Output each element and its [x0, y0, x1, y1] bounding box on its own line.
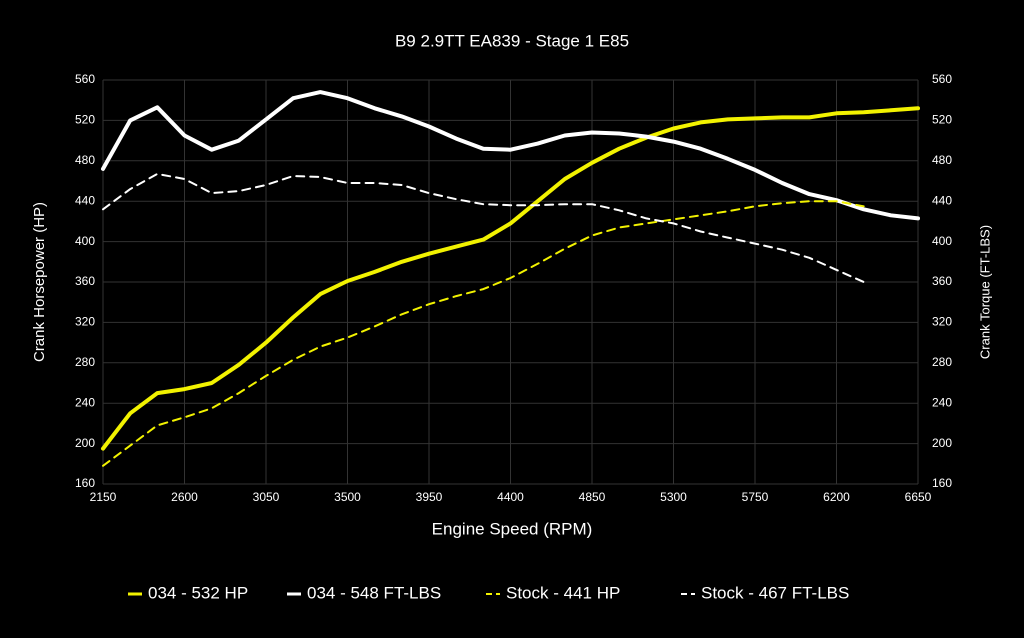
- x-tick-label: 6200: [823, 490, 850, 504]
- y2-tick-label: 200: [932, 436, 952, 450]
- chart-title: B9 2.9TT EA839 - Stage 1 E85: [395, 31, 629, 50]
- legend-label: Stock - 467 FT-LBS: [701, 583, 849, 602]
- legend-label: Stock - 441 HP: [506, 583, 620, 602]
- series-line: [101, 106, 920, 451]
- y2-axis-title: Crank Torque (FT-LBS): [977, 225, 992, 359]
- y-tick-label: 280: [75, 355, 95, 369]
- x-tick-label: 4400: [497, 490, 524, 504]
- y2-tick-label: 520: [932, 113, 952, 127]
- legend-label: 034 - 548 FT-LBS: [307, 583, 441, 602]
- y2-tick-label: 440: [932, 193, 952, 207]
- y2-tick-label: 400: [932, 234, 952, 248]
- y-tick-label: 320: [75, 315, 95, 329]
- x-tick-label: 5750: [742, 490, 769, 504]
- y2-tick-label: 240: [932, 395, 952, 409]
- y-tick-label: 440: [75, 193, 95, 207]
- y-tick-label: 400: [75, 234, 95, 248]
- series-line: [102, 200, 865, 467]
- series-line: [102, 172, 865, 283]
- y-axis-title: Crank Horsepower (HP): [31, 202, 48, 362]
- x-tick-label: 3050: [253, 490, 280, 504]
- x-tick-label: 3500: [334, 490, 361, 504]
- y-tick-label: 240: [75, 395, 95, 409]
- x-axis-title: Engine Speed (RPM): [432, 519, 593, 538]
- y2-tick-label: 360: [932, 274, 952, 288]
- legend-label: 034 - 532 HP: [148, 583, 248, 602]
- y-tick-label: 520: [75, 113, 95, 127]
- x-tick-label: 2150: [90, 490, 117, 504]
- y-tick-label: 160: [75, 476, 95, 490]
- x-tick-label: 2600: [171, 490, 198, 504]
- series-line: [101, 90, 920, 221]
- y-tick-label: 200: [75, 436, 95, 450]
- y2-tick-label: 320: [932, 315, 952, 329]
- y2-tick-label: 160: [932, 476, 952, 490]
- y2-tick-label: 480: [932, 153, 952, 167]
- x-tick-label: 5300: [660, 490, 687, 504]
- y-tick-label: 360: [75, 274, 95, 288]
- x-tick-label: 3950: [416, 490, 443, 504]
- y2-tick-label: 560: [932, 72, 952, 86]
- x-tick-label: 4850: [579, 490, 606, 504]
- y-tick-label: 560: [75, 72, 95, 86]
- x-tick-label: 6650: [905, 490, 932, 504]
- y2-tick-label: 280: [932, 355, 952, 369]
- y-tick-label: 480: [75, 153, 95, 167]
